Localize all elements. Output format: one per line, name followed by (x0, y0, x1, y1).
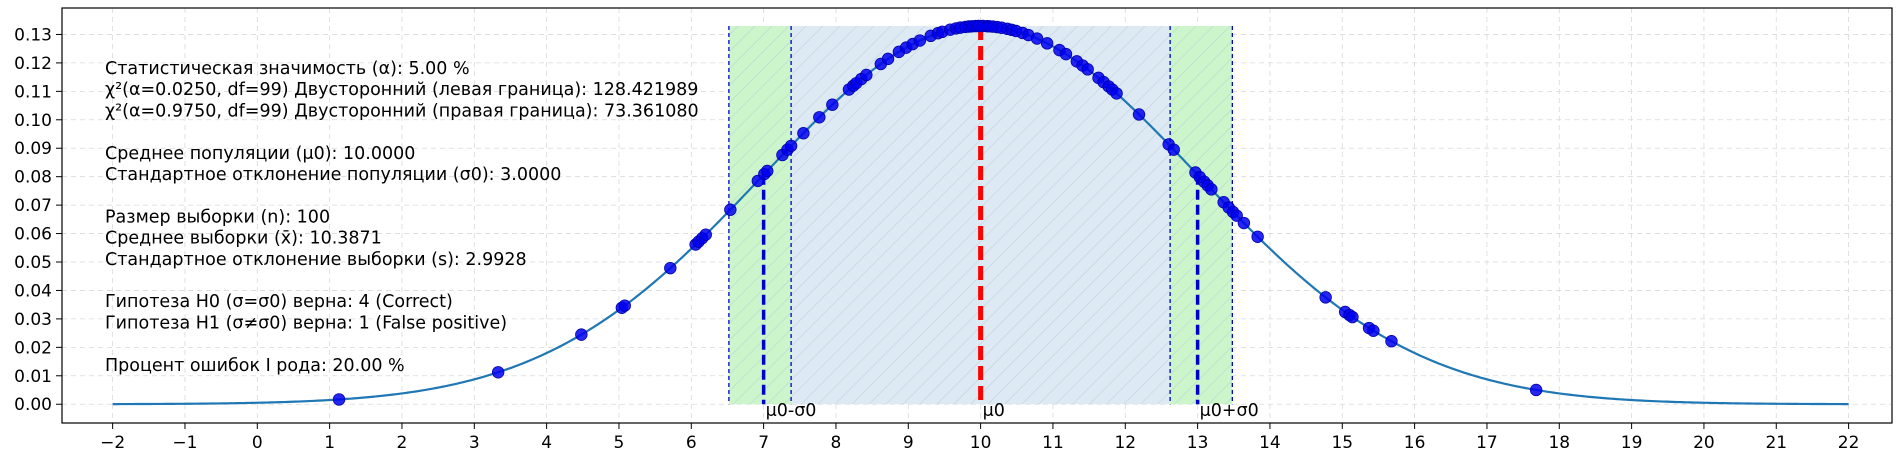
x-tick-label: −1 (172, 433, 197, 453)
stats-line: Гипотеза H0 (σ=σ0) верна: 4 (Correct) (105, 292, 453, 312)
sample-point (575, 328, 588, 341)
stats-line: Среднее выборки (x̄): 10.3871 (105, 229, 382, 249)
x-tick-label: 10 (970, 433, 992, 453)
x-tick-label: 12 (1114, 433, 1136, 453)
x-tick-label: 2 (397, 433, 408, 453)
stats-line: Процент ошибок I рода: 20.00 % (105, 356, 405, 376)
x-tick-label: 6 (686, 433, 697, 453)
y-tick-label: 0.12 (14, 54, 52, 74)
region-hatch (1170, 25, 1233, 405)
x-tick-label: 16 (1404, 433, 1426, 453)
sample-point (1059, 47, 1073, 61)
sample-point (1040, 37, 1054, 50)
y-tick-label: 0.05 (14, 253, 52, 273)
stats-line: χ²(α=0.9750, df=99) Двусторонний (правая… (105, 101, 699, 121)
y-tick-label: 0.07 (14, 196, 52, 216)
sample-point (724, 203, 737, 216)
x-tick-label: −2 (100, 433, 125, 453)
x-tick-label: 17 (1476, 433, 1498, 453)
vline-label: μ0 (983, 401, 1005, 421)
stats-line: Гипотеза H1 (σ≠σ0) верна: 1 (False posit… (105, 313, 507, 333)
sample-point (1237, 216, 1251, 230)
sample-point (1251, 230, 1264, 243)
sample-point (1319, 291, 1332, 304)
x-tick-label: 4 (541, 433, 552, 453)
x-tick-label: 22 (1838, 433, 1860, 453)
x-tick-label: 3 (469, 433, 480, 453)
sample-point (1030, 32, 1044, 45)
sample-points (332, 19, 1543, 406)
vline-label: μ0+σ0 (1200, 401, 1259, 421)
y-tick-label: 0.09 (14, 139, 52, 159)
y-tick-label: 0.06 (14, 225, 52, 245)
y-tick-label: 0.10 (14, 111, 52, 131)
x-tick-label: 18 (1548, 433, 1570, 453)
x-tick-label: 20 (1693, 433, 1715, 453)
x-tick-label: 9 (903, 433, 914, 453)
sample-point (784, 139, 798, 153)
y-tick-label: 0.00 (14, 395, 52, 415)
x-tick-label: 1 (324, 433, 335, 453)
y-tick-label: 0.08 (14, 168, 52, 188)
stats-annotation: Статистическая значимость (α): 5.00 %χ²(… (105, 59, 699, 376)
y-tick-label: 0.03 (14, 310, 52, 330)
vertical-lines: μ0-σ0 μ0 μ0+σ0 (761, 25, 1259, 421)
sample-point (797, 127, 810, 140)
sample-point (332, 393, 346, 406)
x-tick-label: 19 (1621, 433, 1643, 453)
x-tick-label: 21 (1765, 433, 1787, 453)
sample-point (913, 34, 927, 47)
plot-frame (61, 7, 1893, 424)
stats-line: Размер выборки (n): 100 (105, 207, 330, 227)
sample-point (1346, 310, 1359, 324)
sample-point (1167, 143, 1180, 156)
sample-point (1230, 209, 1243, 222)
sample-point (860, 68, 873, 82)
stats-line: Стандартное отклонение выборки (s): 2.99… (105, 250, 527, 270)
sample-point (826, 98, 839, 111)
sample-point (664, 261, 677, 275)
y-tick-label: 0.13 (14, 25, 52, 45)
y-tick-label: 0.02 (14, 338, 52, 358)
vline-label: μ0-σ0 (766, 401, 817, 421)
stats-line: Стандартное отклонение популяции (σ0): 3… (105, 165, 561, 185)
x-tick-label: 5 (614, 433, 625, 453)
sample-point (1367, 324, 1380, 337)
y-tick-label: 0.04 (14, 281, 52, 301)
sample-point (1132, 108, 1146, 121)
y-tick-label: 0.01 (14, 367, 52, 387)
axes: −2 −1 0 1 2 3 4 5 6 7 8 9 10 11 12 13 14 15 16 17 18 19 20 21 22… (14, 7, 1893, 453)
sample-point (1529, 383, 1543, 397)
x-tick-label: 15 (1331, 433, 1353, 453)
sample-point (1385, 335, 1398, 348)
x-tick-label: 0 (252, 433, 263, 453)
stats-line: χ²(α=0.0250, df=99) Двусторонний (левая … (105, 80, 698, 100)
region-hatch (728, 25, 792, 405)
x-tick-label: 11 (1042, 433, 1064, 453)
sample-point (1081, 63, 1094, 76)
sample-point (491, 366, 505, 379)
stats-line: Среднее популяции (μ0): 10.0000 (105, 144, 415, 164)
x-tick-label: 14 (1259, 433, 1281, 453)
sample-point (761, 164, 774, 178)
stats-line: Статистическая значимость (α): 5.00 % (105, 59, 470, 79)
sample-point (699, 228, 712, 241)
x-tick-label: 8 (831, 433, 842, 453)
sample-point (813, 111, 826, 124)
y-tick-label: 0.11 (14, 82, 52, 102)
sample-point (881, 52, 895, 66)
sample-point (618, 299, 631, 312)
sample-point (1205, 183, 1218, 196)
x-tick-label: 7 (758, 433, 769, 453)
sample-point (1110, 87, 1123, 100)
x-tick-label: 13 (1187, 433, 1209, 453)
